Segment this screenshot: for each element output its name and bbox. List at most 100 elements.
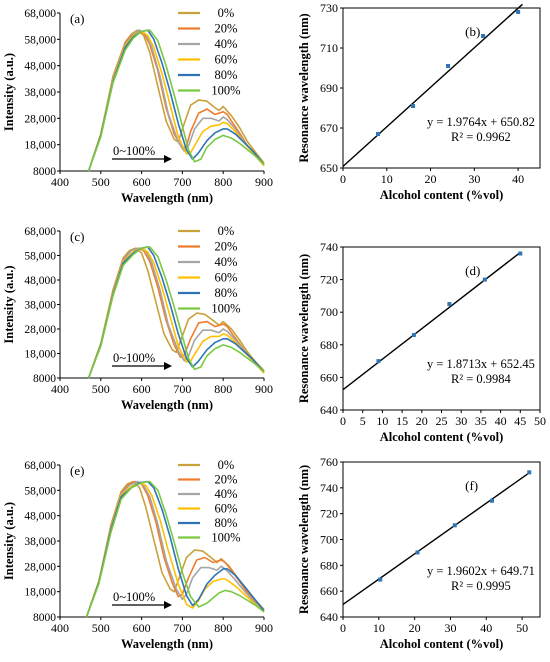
x-tick-label: 5	[360, 414, 366, 428]
x-tick-label: 500	[92, 621, 110, 635]
spectrum-line-100pct	[87, 246, 265, 379]
scatter-panel-3: 0 5 10 15 20 25 30 35 40 45 50 640 660 680 700 720 740 Al…	[297, 240, 546, 444]
panel-label: (b)	[465, 24, 480, 39]
x-tick-label: 40	[480, 621, 492, 635]
data-point	[415, 550, 420, 555]
y-tick-label: 710	[320, 41, 338, 55]
data-point	[452, 523, 457, 528]
legend-entry: 40%	[215, 255, 238, 269]
y-tick-label: 720	[320, 273, 338, 287]
x-tick-label: 10	[376, 414, 388, 428]
y-tick-label: 38,000	[24, 536, 56, 548]
shift-arrow-head	[164, 362, 172, 370]
x-tick-label: 900	[255, 382, 273, 396]
y-tick-label: 48,000	[24, 275, 56, 287]
y-tick-label: 720	[320, 507, 338, 521]
y-axis-label: Resonance wavelength (nm)	[297, 13, 311, 162]
y-tick-label: 690	[320, 81, 338, 95]
spectra-panel-2: 400 500 600 700 800 900 8000 18,000 28,000 38,000…	[2, 224, 273, 412]
spectrum-line-40pct	[85, 480, 265, 618]
data-point	[378, 577, 383, 582]
x-axis-label: Alcohol content (%vol)	[380, 188, 504, 202]
legend-entry: 100%	[211, 531, 240, 545]
panel-label: (a)	[70, 11, 84, 26]
spectrum-line-100pct	[85, 480, 265, 618]
x-tick-label: 700	[173, 382, 191, 396]
y-tick-label: 640	[320, 403, 338, 417]
x-axis-label: Wavelength (nm)	[121, 398, 213, 412]
y-tick-label: 680	[320, 558, 338, 572]
data-point	[411, 333, 416, 338]
fit-equation: y = 1.9602x + 649.71	[427, 564, 535, 578]
x-tick-label: 700	[173, 175, 191, 189]
y-tick-label: 68,000	[24, 460, 56, 472]
legend-entry: 60%	[215, 271, 238, 285]
y-tick-label: 28,000	[24, 561, 56, 573]
fit-r-squared: R² = 0.9962	[451, 130, 511, 144]
y-axis-label: Intensity (a.u.)	[2, 265, 16, 343]
y-tick-label: 18,000	[24, 140, 56, 152]
legend-entry: 20%	[215, 22, 238, 36]
panel-label: (f)	[465, 478, 478, 493]
x-tick-label: 900	[255, 621, 273, 635]
data-point	[446, 64, 451, 68]
x-tick-label: 30	[455, 414, 467, 428]
x-tick-label: 45	[514, 414, 526, 428]
y-tick-label: 38,000	[24, 300, 56, 312]
legend-entry: 40%	[215, 487, 238, 501]
y-axis-label: Resonance wavelength (nm)	[297, 465, 311, 614]
x-tick-label: 600	[133, 175, 151, 189]
plot-frame	[342, 7, 541, 169]
x-tick-label: 25	[436, 414, 448, 428]
legend-entry: 0%	[218, 6, 235, 20]
x-tick-label: 0	[340, 414, 346, 428]
x-tick-label: 400	[51, 621, 69, 635]
x-tick-label: 50	[516, 621, 528, 635]
y-tick-label: 730	[320, 1, 338, 15]
legend-entry: 20%	[215, 473, 238, 487]
data-point	[376, 359, 381, 364]
spectrum-line-80pct	[87, 246, 265, 379]
y-tick-label: 700	[320, 533, 338, 547]
spectra-panel-4: 400 500 600 700 800 900 8000 18,000 28,000 38,000…	[2, 458, 273, 651]
fit-equation: y = 1.9764x + 650.82	[427, 115, 535, 129]
y-tick-label: 760	[320, 455, 338, 469]
spectrum-line-80pct	[87, 29, 265, 172]
scatter-panel-5: 0 10 20 30 40 50 640 660 680 700 720 740 760 Alcohol …	[297, 455, 541, 651]
x-tick-label: 0	[340, 621, 346, 635]
spectra-panel-0: 400 500 600 700 800 900 8000 18,000 28,000 38,000…	[2, 6, 273, 205]
y-tick-label: 8000	[33, 373, 56, 385]
data-point	[376, 132, 381, 136]
y-axis-label: Intensity (a.u.)	[2, 53, 16, 131]
legend-entry: 60%	[215, 502, 238, 516]
data-point	[447, 302, 452, 307]
x-tick-label: 30	[444, 621, 456, 635]
x-tick-label: 35	[475, 414, 487, 428]
y-tick-label: 660	[320, 370, 338, 384]
data-point	[518, 251, 523, 256]
x-tick-label: 500	[92, 175, 110, 189]
y-tick-label: 740	[320, 481, 338, 495]
x-tick-label: 900	[255, 175, 273, 189]
x-tick-label: 800	[214, 621, 232, 635]
legend-entry: 0%	[218, 458, 235, 472]
spectrum-line-100pct	[87, 29, 265, 172]
y-tick-label: 68,000	[24, 8, 56, 20]
x-tick-label: 700	[173, 621, 191, 635]
spectrum-line-60pct	[87, 247, 265, 379]
y-tick-label: 680	[320, 338, 338, 352]
data-point	[411, 104, 416, 108]
x-tick-label: 400	[51, 175, 69, 189]
x-tick-label: 0	[340, 172, 346, 186]
y-tick-label: 48,000	[24, 61, 56, 73]
shift-annotation: 0~100%	[113, 351, 155, 365]
x-tick-label: 30	[468, 172, 480, 186]
x-tick-label: 50	[534, 414, 546, 428]
x-tick-label: 15	[396, 414, 408, 428]
spectrum-line-40pct	[87, 247, 265, 379]
y-tick-label: 48,000	[24, 511, 56, 523]
y-tick-label: 670	[320, 121, 338, 135]
data-point	[482, 277, 487, 282]
y-axis-label: Resonance wavelength (nm)	[297, 254, 311, 403]
